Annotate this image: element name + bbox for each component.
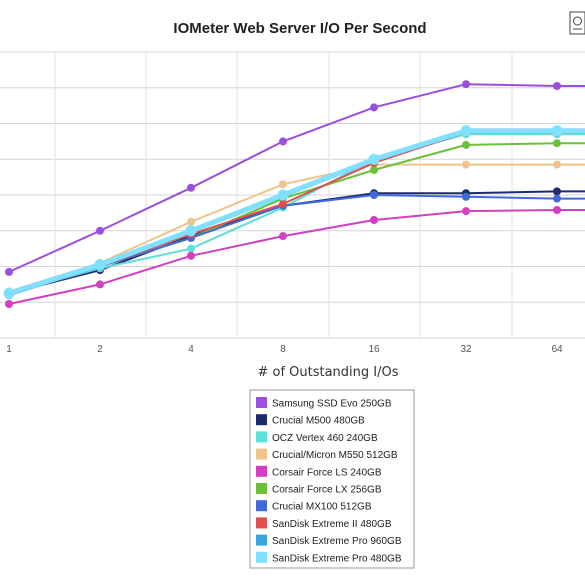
legend-swatch <box>256 414 267 426</box>
legend-label: Crucial/Micron M550 512GB <box>272 450 398 461</box>
data-point <box>279 180 287 189</box>
logo-icon <box>569 11 585 35</box>
data-point <box>462 207 470 216</box>
data-point <box>5 300 13 308</box>
x-tick-label: 1 <box>6 344 12 355</box>
legend-swatch <box>256 431 267 443</box>
legend-label: Corsair Force LX 256GB <box>272 485 382 496</box>
series-line-5 <box>8 142 585 297</box>
legend-swatch <box>256 397 267 408</box>
data-point <box>370 191 378 199</box>
chart-title: IOMeter Web Server I/O Per Second <box>173 20 426 37</box>
data-point <box>553 187 561 196</box>
data-point <box>187 183 195 192</box>
legend-swatch <box>256 483 267 494</box>
data-point <box>94 259 106 271</box>
legend-label: Samsung SSD Evo 250GB <box>272 399 392 410</box>
series-line-0 <box>8 83 585 273</box>
data-point <box>553 206 561 214</box>
data-point <box>462 192 470 201</box>
series-points <box>3 80 563 308</box>
data-point <box>553 160 561 169</box>
legend-label: Corsair Force LS 240GB <box>272 467 382 478</box>
data-point <box>462 80 470 89</box>
data-point <box>370 103 378 112</box>
data-point <box>279 137 287 146</box>
x-tick-label: 16 <box>368 344 380 355</box>
legend-swatch <box>256 517 267 529</box>
legend: Samsung SSD Evo 250GB Crucial M500 480GB O… <box>249 389 415 569</box>
legend-swatch <box>256 500 267 512</box>
legend-swatch <box>256 551 267 563</box>
x-axis-label: # of Outstanding I/Os <box>257 365 398 380</box>
series-line-3 <box>8 163 585 293</box>
series-line-9 <box>6 128 585 296</box>
x-tick-label: 8 <box>280 344 286 355</box>
series-lines <box>6 83 585 305</box>
data-point <box>553 194 561 203</box>
data-point <box>187 244 195 253</box>
data-point <box>279 199 287 208</box>
data-point <box>187 217 195 226</box>
x-tick-label: 64 <box>551 344 563 355</box>
legend-swatch <box>256 534 267 546</box>
series-line-1 <box>8 190 585 295</box>
legend-label: OCZ Vertex 460 240GB <box>272 433 378 444</box>
data-point <box>185 225 197 237</box>
data-point <box>279 232 287 241</box>
data-point <box>460 125 472 137</box>
data-point <box>187 251 195 260</box>
data-point <box>553 139 561 148</box>
series-line-4 <box>8 209 585 305</box>
data-point <box>96 280 104 289</box>
legend-label: SanDisk Extreme II 480GB <box>272 519 392 530</box>
x-tick-labels: 1 2 4 8 16 32 64 <box>6 344 563 355</box>
legend-box <box>249 389 415 569</box>
data-point <box>553 82 561 90</box>
x-tick-label: 32 <box>460 344 472 355</box>
data-point <box>370 166 378 174</box>
data-point <box>96 226 104 235</box>
legend-swatch <box>256 448 267 460</box>
legend-label: Crucial MX100 512GB <box>272 502 372 513</box>
data-point <box>277 189 289 201</box>
x-tick-label: 4 <box>188 344 194 355</box>
data-point <box>5 267 13 276</box>
legend-label: SanDisk Extreme Pro 960GB <box>272 536 402 547</box>
legend-swatch <box>256 465 267 477</box>
data-point <box>3 287 15 299</box>
data-point <box>368 153 380 165</box>
legend-label: Crucial M500 480GB <box>272 416 365 427</box>
x-tick-label: 2 <box>97 344 103 355</box>
data-point <box>462 160 470 169</box>
data-point <box>462 140 470 149</box>
series-line-2 <box>8 133 585 295</box>
legend-label: SanDisk Extreme Pro 480GB <box>272 553 402 564</box>
data-point <box>551 125 563 137</box>
data-point <box>370 216 378 224</box>
